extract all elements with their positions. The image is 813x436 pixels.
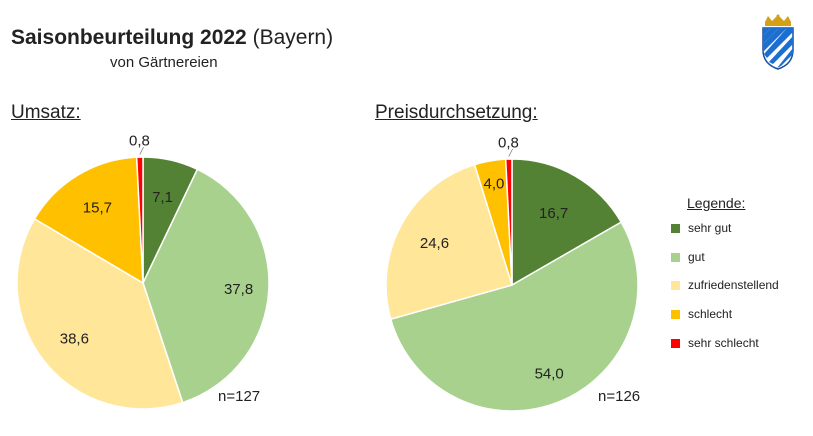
chart-title-umsatz: Umsatz: (11, 102, 81, 123)
page-title: Saisonbeurteilung 2022 (Bayern) (11, 26, 333, 50)
pie-0-slice-sehr-schlecht (135, 156, 144, 284)
pie-0-label-gut: 37,8 (224, 281, 253, 298)
legend-label: sehr gut (688, 221, 732, 235)
legend-swatch (671, 280, 680, 290)
legend-item-schlecht: schlecht (671, 306, 732, 322)
legend-label: schlecht (688, 307, 733, 321)
legend-swatch (671, 338, 680, 348)
pie-1-slice-sehr-schlecht (504, 158, 513, 286)
page-subtitle: von Gärtnereien (110, 54, 218, 71)
pie-0-slice-schlecht (33, 156, 144, 285)
bavaria-coat-of-arms-icon (762, 14, 794, 70)
pie-1-label-zufriedenstellend: 24,6 (420, 235, 449, 252)
legend-title: Legende: (687, 195, 746, 211)
pie-0-label-sehr-schlecht: 0,8 (129, 133, 150, 150)
pie-1-slice-zufriedenstellend (385, 163, 513, 321)
pie-0-label-sehr-gut: 7,1 (152, 189, 173, 206)
legend-item-zufriedenstellend: zufriedenstellend (671, 277, 779, 293)
pie-1-leader-line (508, 148, 513, 157)
legend-label: zufriedenstellend (688, 278, 779, 292)
legend-item-gut: gut (671, 249, 705, 265)
pie-1-label-schlecht: 4,0 (484, 175, 505, 192)
legend-swatch (671, 223, 680, 233)
pie-0-label-zufriedenstellend: 38,6 (60, 330, 89, 347)
legend-label: sehr schlecht (688, 336, 759, 350)
pie-0-slice-gut (142, 168, 270, 404)
legend-swatch (671, 309, 680, 319)
pie-0-leader-line (139, 146, 144, 155)
legend-item-sehr-schlecht: sehr schlecht (671, 335, 759, 351)
legend-label: gut (688, 250, 705, 264)
pie-1-label-sehr-gut: 16,7 (539, 205, 568, 222)
legend-item-sehr-gut: sehr gut (671, 220, 731, 236)
pie-1-label-gut: 54,0 (535, 365, 564, 382)
sample-size-umsatz: n=127 (218, 388, 261, 405)
pie-1-slice-gut (389, 221, 639, 412)
legend-swatch (671, 252, 680, 262)
pie-0-slice-zufriedenstellend (16, 217, 184, 410)
chart-title-preisdurchsetzung: Preisdurchsetzung: (375, 102, 538, 123)
sample-size-preisdurchsetzung: n=126 (598, 388, 641, 405)
title-main: Saisonbeurteilung 2022 (11, 26, 247, 49)
pie-1-label-sehr-schlecht: 0,8 (498, 135, 519, 152)
title-region: (Bayern) (246, 26, 334, 49)
pie-0-label-schlecht: 15,7 (83, 200, 112, 217)
pie-1-slice-sehr-gut (511, 158, 623, 287)
